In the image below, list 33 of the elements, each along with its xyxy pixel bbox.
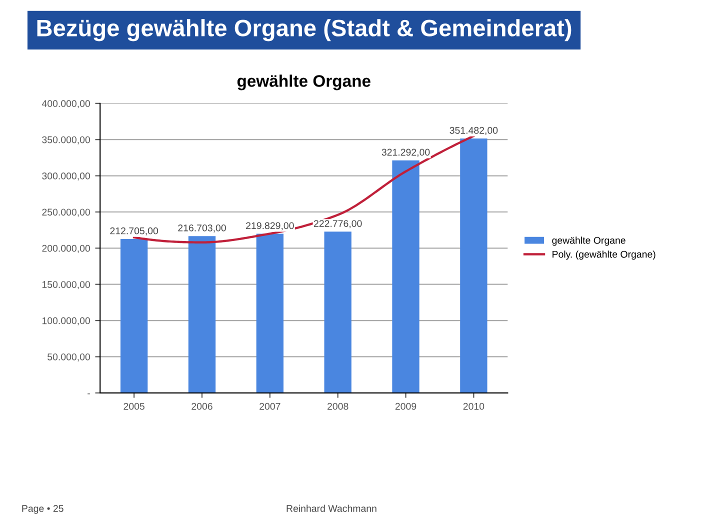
bar (392, 160, 420, 393)
y-tick-label: - (88, 393, 90, 394)
bar (460, 138, 488, 393)
legend-label: Poly. (gewählte Organe) (552, 250, 656, 260)
data-label: 212.705,00 (110, 227, 158, 236)
bar (188, 236, 216, 393)
y-tick-label: 400.000,00 (42, 100, 90, 108)
bar (324, 232, 352, 393)
x-tick-label: 2008 (328, 402, 348, 410)
text: Page • 25 (22, 505, 64, 514)
data-label: 321.292,00 (382, 148, 430, 157)
x-tick-label: 2005 (124, 402, 144, 410)
legend-label: gewählte Organe (552, 236, 626, 246)
y-tick-label: 100.000,00 (42, 317, 90, 326)
bar (256, 234, 284, 393)
y-tick-label: 50.000,00 (48, 353, 90, 362)
y-tick-label: 350.000,00 (42, 136, 90, 144)
y-tick-label: 250.000,00 (42, 208, 90, 217)
x-tick-label: 2009 (395, 402, 416, 410)
data-label: 222.776,00 (314, 220, 362, 228)
data-label: 216.703,00 (178, 224, 226, 233)
chart-subtitle: gewählte Organe (237, 74, 370, 90)
x-tick-label: 2010 (463, 402, 484, 410)
bar (120, 238, 148, 393)
data-label: 351.482,00 (450, 126, 498, 135)
y-tick-label: 200.000,00 (42, 244, 90, 253)
x-tick-label: 2006 (192, 402, 212, 410)
text: Reinhard Wachmann (286, 504, 376, 512)
y-tick-label: 150.000,00 (42, 281, 90, 290)
chart-title: Bezüge gewählte Organe (Stadt & Gemeinderat) (37, 19, 572, 42)
y-tick-label: 300.000,00 (42, 172, 90, 181)
data-label: 219.829,00 (246, 222, 294, 230)
x-tick-label: 2007 (260, 402, 280, 410)
